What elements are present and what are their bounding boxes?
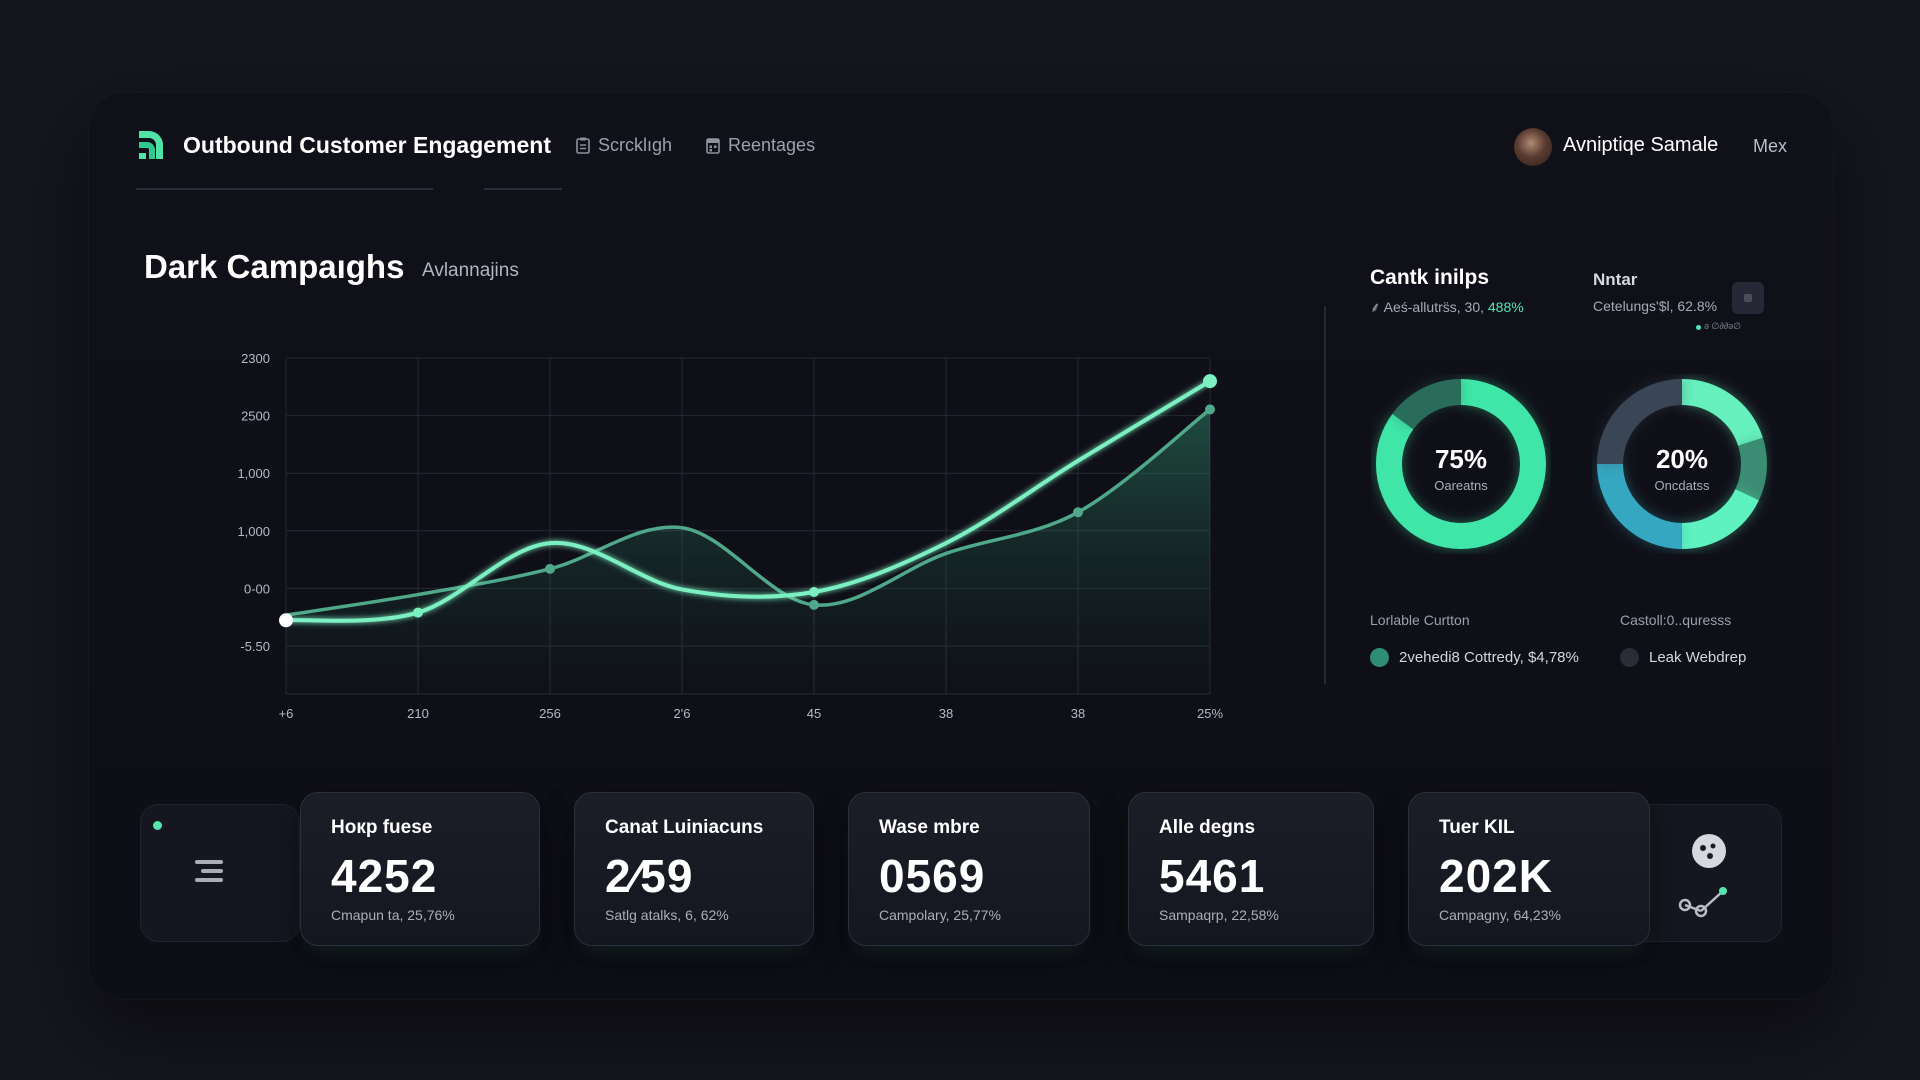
x-tick-label: 25%: [1197, 706, 1223, 721]
x-tick-label: +6: [279, 706, 294, 721]
data-point: [1205, 404, 1215, 415]
menu-tile[interactable]: [140, 804, 300, 942]
nav-item-reentages[interactable]: Reentages: [706, 135, 815, 156]
card-value: 202K: [1439, 850, 1553, 902]
donut-chart-2[interactable]: [1592, 374, 1772, 554]
card-value: 5461: [1159, 850, 1266, 902]
emoji-icon: [1692, 834, 1726, 868]
card-sub: Campolary, 25,77%: [879, 907, 1001, 923]
donut-segment: [1376, 379, 1546, 549]
clipboard-icon: [576, 137, 590, 154]
legend-label: 2vehedi8 Cottredy, $4,78%: [1399, 649, 1579, 666]
stat-left-highlight: 488%: [1487, 299, 1524, 315]
area-fill: [286, 409, 1210, 694]
donut-segment: [1597, 379, 1767, 549]
legend-label: Leak Webdrep: [1649, 649, 1747, 666]
stat-left-title: Cantk inilps: [1370, 266, 1490, 289]
nav-item-scrcklıgh[interactable]: Scrcklıgh: [576, 135, 672, 156]
donut-segment: [1597, 379, 1767, 549]
y-tick-label: 0-00: [244, 581, 270, 596]
dashboard-panel: Outbound Customer Engagement Scrcklıgh R…: [88, 92, 1834, 1000]
chart-subtitle: Avlannajins: [422, 260, 519, 281]
user-name[interactable]: Avniptiqe Samale: [1563, 134, 1719, 156]
donut-segment: [1597, 379, 1767, 549]
legend-dot: [1620, 648, 1639, 667]
app-title: Outbound Customer Engagement: [183, 132, 551, 158]
nav-label: Reentages: [728, 135, 816, 155]
data-point: [1203, 374, 1217, 389]
metric-card-3[interactable]: Wase mbre 0569 Campolary, 25,77%: [848, 792, 1090, 946]
x-tick-label: 256: [539, 706, 561, 721]
data-point: [809, 587, 819, 597]
list-icon: [195, 860, 223, 882]
nav-underline: [484, 188, 562, 190]
x-tick-label: 2'6: [674, 706, 691, 721]
donut-1-value: 75%: [1434, 444, 1488, 474]
card-title: Wase mbre: [879, 817, 980, 838]
options-button[interactable]: [1732, 282, 1764, 314]
card-value: 4252: [331, 850, 438, 902]
metric-card-1[interactable]: Hoкp fuese 4252 Cmapun ta, 25,76%: [300, 792, 540, 946]
card-value: 2⁄59: [605, 850, 694, 902]
x-tick-label: 38: [1071, 706, 1085, 721]
card-title: Hoкp fuese: [331, 817, 433, 838]
y-tick-label: 1,000: [237, 466, 270, 481]
legend-dot: [1370, 648, 1389, 667]
stat-right-sub: Cetelungs'$l, 62.8%: [1593, 298, 1718, 314]
series-line-1: [285, 379, 1212, 623]
x-tick-label: 38: [939, 706, 953, 721]
data-point: [413, 607, 423, 618]
calendar-icon: [706, 138, 720, 154]
stat-right-note: ǝ ∅∂∂ǝ∅: [1704, 321, 1742, 331]
card-sub: Cmapun ta, 25,76%: [331, 907, 455, 923]
y-tick-label: 2500: [241, 409, 270, 424]
card-sub: Campagny, 64,23%: [1439, 907, 1561, 923]
metric-card-2[interactable]: Canat Luiniacuns 2⁄59 Satlg atalks, 6, 6…: [574, 792, 814, 946]
card-sub: Sampaqrp, 22,58%: [1159, 907, 1279, 923]
card-sub: Satlg atalks, 6, 62%: [605, 907, 729, 923]
user-menu[interactable]: Mex: [1753, 136, 1788, 156]
data-point: [279, 613, 293, 628]
data-point: [545, 563, 555, 574]
donut-segment: [1597, 379, 1767, 549]
avatar[interactable]: [1514, 128, 1552, 166]
legend-left-head: Lorlable Curtton: [1370, 612, 1470, 628]
donut-2-label: Oncdatss: [1654, 478, 1710, 493]
nav-label: Scrcklıgh: [598, 135, 673, 155]
title-underline: [136, 188, 433, 190]
app-logo-icon: [139, 131, 163, 159]
metric-card-5[interactable]: Tuer KIL 202K Campagny, 64,23%: [1408, 792, 1650, 946]
stat-right-title: Nntar: [1593, 270, 1638, 289]
legend-right-head: Castoll:0..quresss: [1620, 612, 1732, 628]
status-dot: [1696, 325, 1701, 330]
legend-item-2[interactable]: Leak Webdrep: [1620, 648, 1746, 667]
y-tick-label: -5.50: [240, 639, 270, 654]
series-line-2: [285, 408, 1212, 617]
line-chart[interactable]: 2300 2500 1,000 1,000 0-00 -5.50 +6 210 256 2'6 4…: [178, 308, 1388, 816]
section-divider: [1324, 306, 1326, 684]
y-tick-label: 2300: [241, 351, 270, 366]
card-title: Tuer KIL: [1439, 817, 1515, 838]
active-dot: [153, 821, 162, 830]
data-point: [809, 599, 819, 610]
x-tick-label: 210: [407, 706, 429, 721]
network-icon: [1678, 887, 1727, 918]
stat-left-sub-text: ⸙ Aeś-allutrs̈s, 30,: [1370, 299, 1488, 315]
x-tick-label: 45: [807, 706, 821, 721]
options-icon: [1744, 294, 1752, 302]
stat-left-sub: ⸙ Aeś-allutrs̈s, 30, 488%: [1370, 298, 1524, 317]
legend-item-1[interactable]: 2vehedi8 Cottredy, $4,78%: [1370, 648, 1579, 667]
donut-chart-1[interactable]: [1371, 374, 1551, 554]
header: Outbound Customer Engagement Scrcklıgh R…: [88, 92, 1834, 202]
donut-2-value: 20%: [1655, 444, 1709, 474]
y-tick-label: 1,000: [237, 524, 270, 539]
card-value: 0569: [879, 850, 986, 902]
data-point: [1073, 507, 1083, 518]
metric-card-4[interactable]: Alle degns 5461 Sampaqrp, 22,58%: [1128, 792, 1374, 946]
donut-1-label: Oareatns: [1434, 478, 1488, 493]
card-title: Canat Luiniacuns: [605, 817, 764, 838]
chart-title: Dark Campaıghs: [144, 248, 405, 285]
card-title: Alle degns: [1159, 817, 1256, 838]
